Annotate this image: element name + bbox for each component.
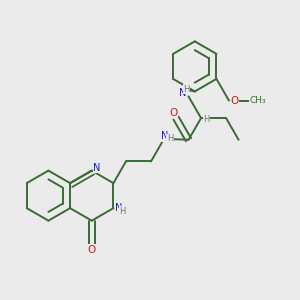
- Text: O: O: [230, 96, 238, 106]
- Text: H: H: [119, 207, 125, 216]
- Text: N: N: [161, 131, 168, 141]
- Text: O: O: [169, 108, 177, 118]
- Text: CH₃: CH₃: [249, 96, 266, 105]
- Text: N: N: [179, 88, 186, 98]
- Text: H: H: [183, 85, 189, 94]
- Text: O: O: [88, 245, 96, 255]
- Text: N: N: [115, 203, 122, 213]
- Text: H: H: [167, 134, 173, 143]
- Text: H: H: [203, 115, 209, 124]
- Text: N: N: [93, 163, 100, 173]
